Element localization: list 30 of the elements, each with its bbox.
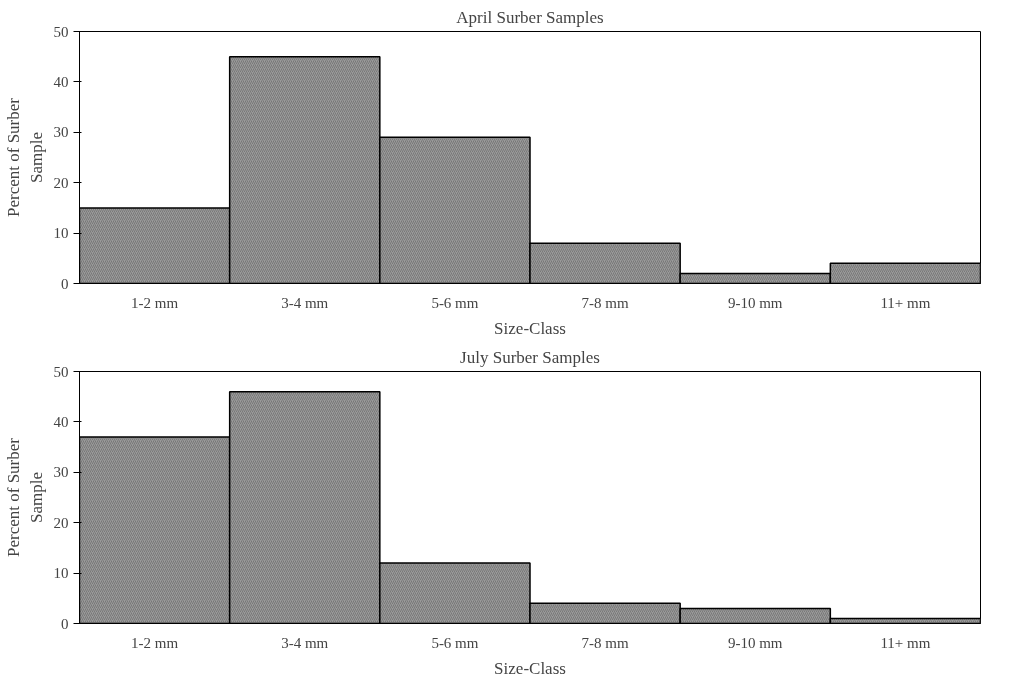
x-tick-label: 9-10 mm: [727, 294, 783, 311]
y-tick-label: 10: [53, 225, 69, 242]
y-tick-label: 50: [53, 363, 69, 380]
x-tick-label: 1-2 mm: [131, 634, 179, 651]
y-tick-label: 40: [53, 73, 69, 90]
chart-title: July Surber Samples: [460, 347, 600, 367]
y-tick-label: 50: [53, 23, 69, 40]
x-tick-label: 3-4 mm: [281, 294, 329, 311]
x-axis-title: Size-Class: [494, 318, 566, 338]
x-tick-label: 7-8 mm: [581, 634, 629, 651]
y-tick-label: 30: [53, 124, 69, 141]
y-tick-label: 0: [61, 275, 69, 292]
y-tick-label: 20: [53, 174, 69, 191]
x-axis-title: Size-Class: [494, 658, 566, 678]
y-tick-label: 20: [53, 514, 69, 531]
x-tick-label: 3-4 mm: [281, 634, 329, 651]
y-tick-label: 30: [53, 464, 69, 481]
x-tick-label: 5-6 mm: [431, 634, 479, 651]
x-tick-label: 9-10 mm: [727, 634, 783, 651]
y-tick-label: 0: [61, 615, 69, 632]
y-axis-title: Percent of Surber Sample: [3, 437, 46, 557]
y-axis-title: Percent of Surber Sample: [3, 97, 46, 217]
y-tick-label: 10: [53, 565, 69, 582]
chart-title: April Surber Samples: [456, 7, 604, 27]
x-tick-label: 11+ mm: [880, 294, 931, 311]
x-tick-label: 1-2 mm: [131, 294, 179, 311]
x-tick-label: 5-6 mm: [431, 294, 479, 311]
x-tick-label: 7-8 mm: [581, 294, 629, 311]
y-tick-label: 40: [53, 413, 69, 430]
x-tick-label: 11+ mm: [880, 634, 931, 651]
